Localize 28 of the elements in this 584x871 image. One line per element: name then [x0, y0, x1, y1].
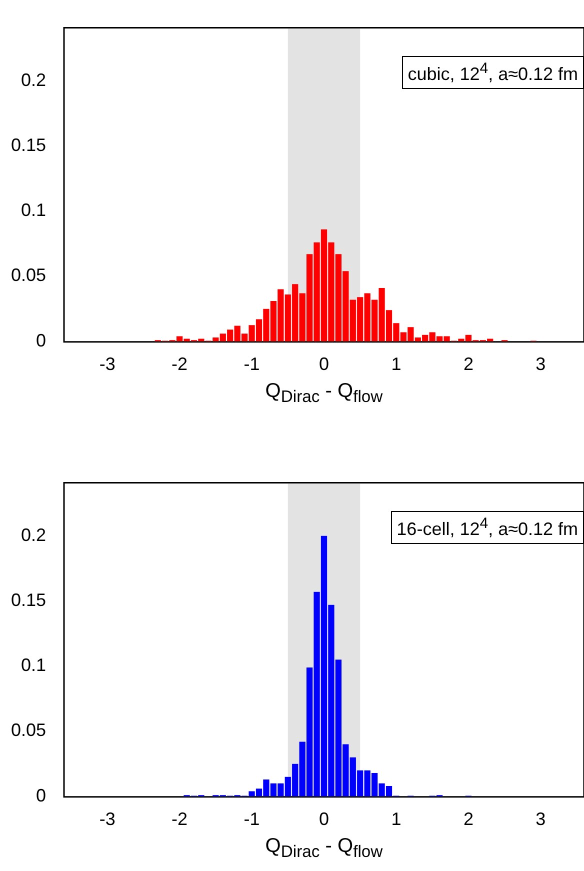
x-tick-label: 2 — [463, 354, 474, 374]
y-tick-label: 0.2 — [20, 524, 46, 545]
x-tick-label: -2 — [172, 354, 188, 374]
y-tick-label: 0.05 — [10, 720, 46, 740]
x-tick-label: -3 — [99, 809, 116, 830]
x-tick-label: -3 — [99, 354, 116, 374]
y-tick-label: 0 — [36, 785, 46, 806]
x-tick-label: -2 — [172, 809, 188, 830]
y-tick-label: 0.15 — [10, 590, 46, 610]
y-tick-label: 0.1 — [20, 655, 46, 676]
x-tick-label: 1 — [391, 354, 402, 374]
y-tick-label: 0.05 — [10, 265, 46, 286]
x-tick-label: 0 — [318, 354, 330, 374]
y-tick-label: 0 — [36, 330, 46, 350]
x-tick-label: 1 — [391, 809, 402, 830]
y-tick-label: 0.1 — [20, 200, 46, 220]
y-tick-label: 0.2 — [20, 70, 46, 90]
x-axis-title: Q$_{Dirac}$ - Q$_{flow}$ — [264, 380, 384, 407]
x-tick-label: -1 — [244, 354, 260, 374]
x-tick-label: 3 — [536, 809, 546, 830]
annotation: 16-cell, 12$^{4}$, a≈0.12 fm — [390, 511, 584, 544]
annotation: cubic, 12$^{4}$, a≈0.12 fm — [402, 56, 584, 89]
x-tick-label: 3 — [536, 354, 546, 374]
x-axis-title: Q$_{Dirac}$ - Q$_{flow}$ — [264, 835, 384, 862]
y-tick-label: 0.15 — [10, 134, 46, 155]
x-tick-label: 2 — [463, 809, 474, 830]
x-tick-label: -1 — [244, 809, 260, 830]
x-tick-label: 0 — [318, 809, 330, 830]
